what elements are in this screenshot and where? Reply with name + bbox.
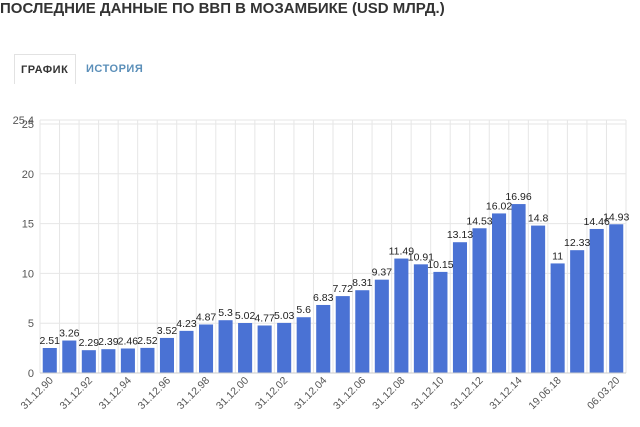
bar	[140, 347, 155, 373]
data-label: 11.49	[389, 246, 415, 258]
data-label: 7.72	[333, 283, 354, 295]
y-tick-label: 5	[28, 318, 34, 330]
x-tick-label: 31.12.14	[487, 375, 524, 412]
x-tick-label: 31.12.92	[58, 375, 95, 412]
y-tick-label: 20	[22, 169, 34, 181]
data-label: 2.46	[118, 335, 139, 347]
bar	[609, 224, 624, 373]
data-label: 2.39	[98, 336, 119, 348]
bar	[120, 348, 135, 373]
x-tick-label: 19.06.18	[526, 375, 563, 412]
data-label: 14.46	[584, 216, 610, 228]
chart-x-axis: 31.12.90 31.12.92 31.12.94 31.12.96 31.12.98…	[18, 372, 626, 412]
data-label: 2.29	[79, 337, 100, 349]
data-label: 5.03	[274, 310, 295, 322]
x-tick-label: 06.03.20	[585, 375, 622, 412]
data-label: 3.52	[157, 325, 178, 337]
x-tick-label: 31.12.10	[409, 375, 446, 412]
data-label: 13.13	[447, 229, 473, 241]
x-tick-label: 31.12.00	[214, 375, 251, 412]
data-label: 8.31	[352, 277, 373, 289]
x-tick-label: 31.12.04	[292, 375, 329, 412]
y-tick-label: 10	[22, 268, 34, 280]
bar	[452, 242, 467, 373]
x-tick-label: 31.12.02	[253, 375, 290, 412]
data-label: 16.02	[486, 200, 512, 212]
chart-bars	[42, 204, 624, 373]
x-tick-label: 31.12.08	[370, 375, 407, 412]
chart-value-labels: 2.513.262.29 2.39 2.46 2.523.524.234.87 5.3 5…	[40, 191, 630, 349]
bar	[472, 228, 487, 373]
data-label: 11	[552, 250, 563, 262]
page-title: ПОСЛЕДНИЕ ДАННЫЕ ПО ВВП В МОЗАМБИКЕ (USD…	[0, 0, 445, 17]
bar	[42, 347, 57, 373]
bar	[179, 330, 194, 373]
data-label: 4.77	[254, 312, 275, 324]
bar	[335, 296, 350, 373]
x-tick-label: 31.12.96	[136, 375, 173, 412]
bar	[257, 325, 272, 373]
data-label: 5.3	[218, 307, 233, 319]
data-label: 14.93	[603, 211, 629, 223]
x-tick-label: 31.12.94	[97, 375, 134, 412]
bar	[374, 279, 389, 373]
data-label: 2.52	[137, 335, 158, 347]
data-label: 10.91	[408, 251, 434, 263]
bar	[550, 263, 565, 373]
bar	[413, 264, 428, 373]
bar	[101, 349, 116, 373]
data-label: 9.37	[372, 267, 393, 279]
x-tick-label: 31.12.98	[175, 375, 212, 412]
bar	[394, 258, 409, 373]
y-tick-label: 25.4	[13, 115, 34, 127]
bar	[218, 320, 233, 373]
bar	[316, 304, 331, 373]
data-label: 5.6	[296, 304, 311, 316]
gdp-bar-chart: 2.513.262.29 2.39 2.46 2.523.524.234.87 5.3 5…	[13, 115, 630, 412]
data-label: 3.26	[59, 328, 80, 340]
bar	[355, 290, 370, 373]
bar	[62, 340, 77, 373]
bar	[531, 225, 546, 373]
bar	[433, 271, 448, 373]
x-tick-label: 31.12.90	[18, 375, 55, 412]
data-label: 4.23	[176, 318, 197, 330]
data-label: 6.83	[313, 292, 334, 304]
bar	[81, 350, 96, 373]
bar	[296, 317, 311, 373]
tab-history[interactable]: ИСТОРИЯ	[86, 63, 144, 75]
data-label: 14.8	[528, 213, 549, 225]
bar	[159, 337, 174, 373]
y-tick-label: 0	[28, 368, 34, 380]
bar	[589, 228, 604, 373]
data-label: 2.51	[40, 335, 61, 347]
data-label: 14.53	[466, 215, 492, 227]
data-label: 4.87	[196, 311, 217, 323]
bar	[238, 322, 253, 373]
bar	[511, 204, 526, 373]
data-label: 5.02	[235, 310, 256, 322]
y-tick-label: 25	[22, 119, 34, 131]
data-label: 12.33	[564, 237, 590, 249]
bar	[199, 324, 214, 373]
tab-chart[interactable]: ГРАФИК	[14, 54, 76, 84]
x-tick-label: 31.12.06	[331, 375, 368, 412]
data-label: 10.15	[427, 259, 453, 271]
bar	[277, 322, 292, 373]
bar	[492, 213, 507, 373]
data-label: 16.96	[505, 191, 531, 203]
y-tick-label: 15	[22, 219, 34, 231]
x-tick-label: 31.12.12	[448, 375, 485, 412]
bar	[570, 250, 585, 373]
